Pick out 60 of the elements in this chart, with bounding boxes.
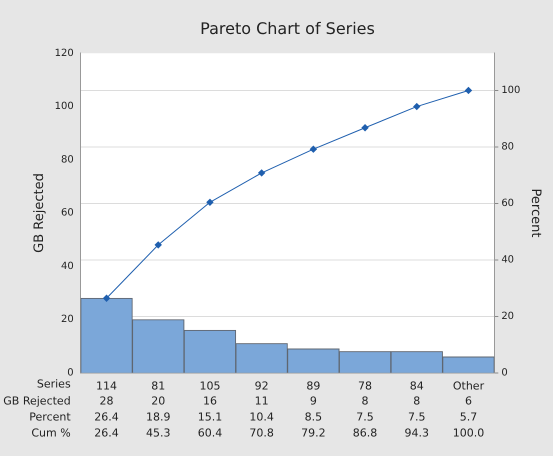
x-tick-label: 78 bbox=[358, 379, 372, 392]
point bbox=[154, 241, 162, 248]
y-tick-label: 120 bbox=[54, 48, 74, 59]
point bbox=[258, 169, 266, 176]
data-label: 70.8 bbox=[249, 426, 274, 440]
chart-title: Pareto Chart of Series bbox=[200, 18, 375, 38]
y2-tick-label: 20 bbox=[501, 310, 514, 322]
text: 18.9 bbox=[146, 410, 170, 424]
x-tick-label: 92 bbox=[254, 379, 269, 392]
point bbox=[413, 103, 420, 110]
x-tick-label: 81 bbox=[151, 379, 166, 392]
point bbox=[206, 198, 214, 206]
data-label: 28 bbox=[100, 394, 114, 408]
y2-axis-title: Percent bbox=[528, 188, 543, 238]
text: GB Rejected bbox=[3, 394, 71, 408]
x-tick-label: 89 bbox=[306, 379, 320, 392]
point bbox=[310, 146, 317, 153]
y2-tick-label: 100 bbox=[501, 85, 520, 96]
text: 8.5 bbox=[304, 410, 322, 424]
x-tick-label: 84 bbox=[410, 379, 424, 392]
point bbox=[362, 124, 369, 132]
data-label: 6 bbox=[464, 394, 472, 408]
y-tick-label: 0 bbox=[67, 367, 74, 378]
y-tick-label: 40 bbox=[60, 260, 74, 272]
data-label: 100.0 bbox=[452, 426, 484, 440]
y-tick-label: 100 bbox=[54, 101, 74, 112]
data-label: 26.4 bbox=[94, 426, 119, 440]
data-label: 8 bbox=[362, 394, 369, 408]
y-tick-label: 80 bbox=[60, 154, 74, 166]
data-label: 9 bbox=[310, 394, 317, 408]
data-label: 16 bbox=[202, 394, 217, 408]
data-label: 8 bbox=[413, 394, 420, 408]
data-label: 45.3 bbox=[146, 426, 170, 440]
point bbox=[103, 294, 110, 302]
data-label: 11 bbox=[254, 394, 269, 408]
x-tick-label: Other bbox=[452, 379, 485, 392]
data-label: 79.2 bbox=[301, 426, 326, 440]
y2-tick-label: 40 bbox=[501, 254, 514, 266]
x-tick-label: 114 bbox=[96, 379, 118, 392]
text: Cum % bbox=[31, 426, 71, 440]
y2-tick-label: 80 bbox=[501, 142, 514, 153]
text: 26.4 bbox=[94, 410, 119, 424]
text: Percent bbox=[29, 410, 72, 424]
y2-tick-label: 0 bbox=[501, 367, 508, 378]
data-label: 60.4 bbox=[198, 426, 222, 440]
x-axis-title: Series bbox=[36, 378, 71, 391]
text: 7.5 bbox=[408, 410, 426, 424]
text: 15.1 bbox=[198, 410, 222, 424]
y-tick-label: 20 bbox=[60, 314, 74, 326]
y2-tick-label: 60 bbox=[501, 198, 514, 209]
point bbox=[464, 86, 472, 94]
data-label: 94.3 bbox=[404, 426, 430, 440]
y-axis-title: GB Rejected bbox=[32, 173, 48, 253]
data-label: 86.8 bbox=[352, 426, 378, 440]
data-label: 20 bbox=[151, 394, 166, 408]
text: 5.7 bbox=[460, 410, 478, 424]
text: 10.4 bbox=[249, 410, 274, 424]
text: 7.5 bbox=[356, 410, 374, 424]
x-tick-label: 105 bbox=[199, 379, 220, 392]
y-tick-label: 60 bbox=[60, 208, 74, 219]
